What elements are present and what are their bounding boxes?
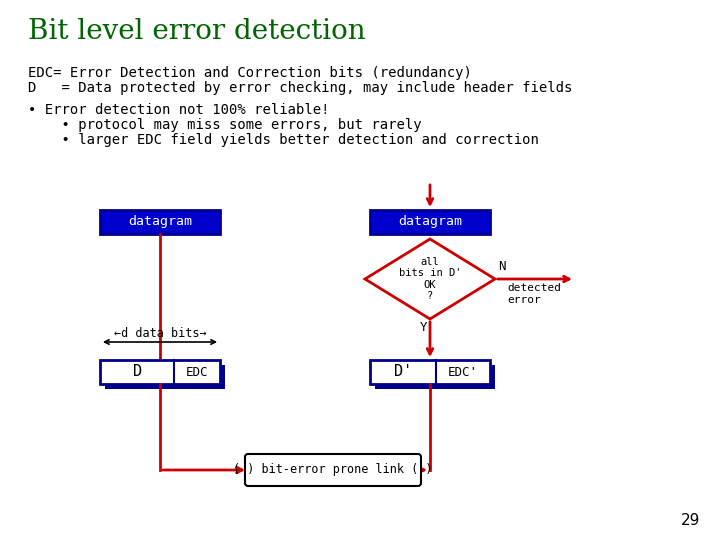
FancyBboxPatch shape bbox=[370, 360, 490, 384]
Text: detected
error: detected error bbox=[507, 283, 561, 306]
Text: ( ) bit-error prone link ( ): ( ) bit-error prone link ( ) bbox=[233, 463, 433, 476]
Text: • protocol may miss some errors, but rarely: • protocol may miss some errors, but rar… bbox=[28, 118, 422, 132]
Text: Bit level error detection: Bit level error detection bbox=[28, 18, 366, 45]
Text: EDC: EDC bbox=[186, 366, 209, 379]
Text: ←d data bits→: ←d data bits→ bbox=[114, 327, 207, 340]
FancyBboxPatch shape bbox=[370, 210, 490, 234]
FancyBboxPatch shape bbox=[375, 365, 495, 389]
Polygon shape bbox=[365, 239, 495, 319]
FancyBboxPatch shape bbox=[105, 365, 225, 389]
Text: D: D bbox=[132, 364, 142, 380]
Text: all
bits in D'
OK
?: all bits in D' OK ? bbox=[399, 256, 462, 301]
FancyBboxPatch shape bbox=[245, 454, 421, 486]
Text: datagram: datagram bbox=[128, 215, 192, 228]
Text: N: N bbox=[498, 260, 505, 273]
Text: EDC= Error Detection and Correction bits (redundancy): EDC= Error Detection and Correction bits… bbox=[28, 66, 472, 80]
Text: 29: 29 bbox=[680, 513, 700, 528]
Text: D': D' bbox=[394, 364, 412, 380]
Text: D   = Data protected by error checking, may include header fields: D = Data protected by error checking, ma… bbox=[28, 81, 572, 95]
Text: • Error detection not 100% reliable!: • Error detection not 100% reliable! bbox=[28, 103, 330, 117]
Text: • larger EDC field yields better detection and correction: • larger EDC field yields better detecti… bbox=[28, 133, 539, 147]
FancyBboxPatch shape bbox=[100, 210, 220, 234]
FancyBboxPatch shape bbox=[100, 360, 220, 384]
Text: datagram: datagram bbox=[398, 215, 462, 228]
Text: Y: Y bbox=[420, 321, 428, 334]
Text: EDC': EDC' bbox=[448, 366, 478, 379]
